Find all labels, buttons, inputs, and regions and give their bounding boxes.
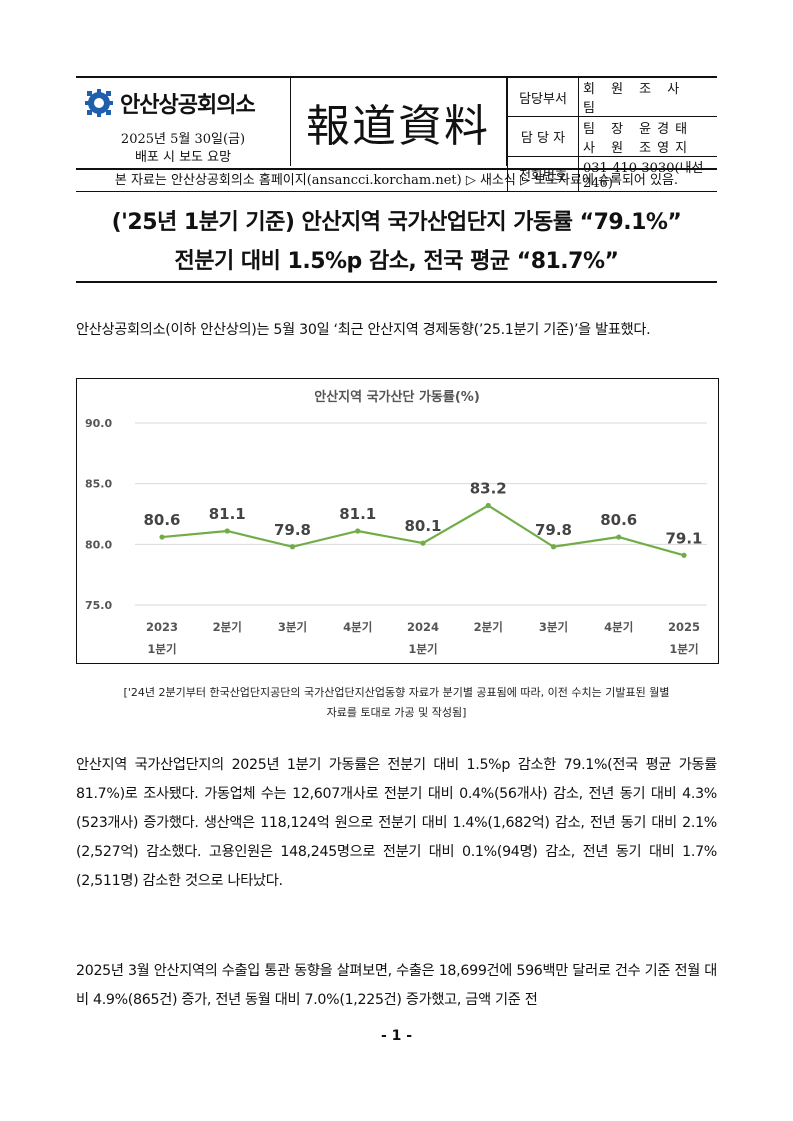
embargo-note: 배포 시 보도 요망 bbox=[134, 150, 232, 165]
utilization-chart: 안산지역 국가산단 가동률(%) 75.0 80.0 85.0 90.0 80.6 81.1… bbox=[76, 378, 719, 664]
x-tick-label: 2023 bbox=[146, 620, 178, 634]
data-point bbox=[159, 534, 165, 540]
chart-footnote: ['24년 2분기부터 한국산업단지공단의 국가산업단지산업동향 자료가 분기별… bbox=[76, 683, 717, 723]
x-tick-label: 4분기 bbox=[343, 620, 372, 634]
person-label: 담 당 자 bbox=[507, 116, 579, 157]
x-tick-label: 2025 bbox=[668, 620, 700, 634]
body-paragraph-1: 안산상공회의소(이하 안산상의)는 5월 30일 ‘최근 안산지역 경제동향(’… bbox=[76, 322, 651, 338]
data-point bbox=[224, 528, 230, 534]
press-release-title: 報道資料 bbox=[290, 78, 507, 166]
data-label: 83.2 bbox=[470, 480, 507, 498]
chart-footnote-line-2: 자료를 토대로 가공 및 작성됨] bbox=[326, 706, 467, 719]
x-tick-sublabel: 1분기 bbox=[147, 642, 176, 656]
data-point bbox=[616, 534, 622, 540]
x-tick-sublabel: 1분기 bbox=[669, 642, 698, 656]
data-point bbox=[355, 528, 361, 534]
y-tick-label: 75.0 bbox=[85, 599, 112, 612]
person-value: 팀 장 윤경태 사 원 조영지 bbox=[578, 116, 717, 157]
dept-label: 담당부서 bbox=[507, 78, 579, 117]
data-label: 81.1 bbox=[209, 505, 246, 523]
data-point bbox=[420, 540, 426, 546]
data-label: 80.6 bbox=[600, 511, 637, 529]
chamber-logo-icon bbox=[85, 89, 113, 117]
data-label: 79.8 bbox=[274, 521, 311, 539]
data-label: 79.8 bbox=[535, 521, 572, 539]
data-point bbox=[681, 552, 687, 558]
x-tick-label: 3분기 bbox=[278, 620, 307, 634]
org-name: 안산상공회의소 bbox=[120, 93, 256, 118]
utilization-chart-svg: 안산지역 국가산단 가동률(%) 75.0 80.0 85.0 90.0 80.6 81.1… bbox=[85, 389, 707, 656]
press-release-header: 안산상공회의소 2025년 5월 30일(금) 배포 시 보도 요망 報道資料 … bbox=[76, 76, 717, 191]
y-tick-label: 90.0 bbox=[85, 417, 112, 430]
body-paragraph-3: 2025년 3월 안산지역의 수출입 통관 동향을 살펴보면, 수출은 18,6… bbox=[76, 963, 717, 1008]
headline-line-2: 전분기 대비 1.5%p 감소, 전국 평균 “81.7%” bbox=[174, 249, 619, 274]
x-tick-label: 4분기 bbox=[604, 620, 633, 634]
chart-footnote-line-1: ['24년 2분기부터 한국산업단지공단의 국가산업단지산업동향 자료가 분기별… bbox=[123, 686, 670, 699]
person-line-2: 사 원 조영지 bbox=[583, 140, 694, 156]
person-line-1: 팀 장 윤경태 bbox=[583, 121, 694, 137]
headline-line-1: ('25년 1분기 기준) 안산지역 국가산업단지 가동률 “79.1%” bbox=[111, 210, 682, 235]
dept-value: 회 원 조 사 팀 bbox=[578, 78, 717, 117]
data-point bbox=[550, 544, 557, 550]
data-label: 80.1 bbox=[404, 517, 441, 535]
data-label: 79.1 bbox=[665, 529, 702, 547]
headline-divider bbox=[76, 281, 717, 283]
distribution-notice: 본 자료는 안산상공회의소 홈페이지(ansancci.korcham.net)… bbox=[114, 173, 679, 188]
data-label: 80.6 bbox=[143, 511, 180, 529]
data-point bbox=[485, 502, 491, 509]
phone-value: 031-410-3030(내선246) bbox=[578, 156, 717, 191]
data-point bbox=[289, 544, 296, 550]
organization-cell: 안산상공회의소 2025년 5월 30일(금) 배포 시 보도 요망 bbox=[76, 78, 291, 166]
notice-divider bbox=[76, 191, 717, 192]
body-paragraph-2: 안산지역 국가산업단지의 2025년 1분기 가동률은 전분기 대비 1.5%p… bbox=[76, 757, 717, 889]
y-tick-label: 80.0 bbox=[85, 538, 112, 551]
y-tick-label: 85.0 bbox=[85, 478, 112, 491]
release-date: 2025년 5월 30일(금) bbox=[120, 132, 246, 147]
x-tick-label: 2분기 bbox=[213, 620, 242, 634]
phone-label: 전화번호 bbox=[507, 156, 579, 191]
page-number: - 1 - bbox=[380, 1028, 413, 1044]
contact-table: 담당부서 회 원 조 사 팀 담 당 자 팀 장 윤경태 사 원 조영지 전화번… bbox=[507, 78, 717, 191]
x-tick-sublabel: 1분기 bbox=[408, 642, 437, 656]
data-label: 81.1 bbox=[339, 505, 376, 523]
x-tick-label: 2분기 bbox=[474, 620, 503, 634]
x-tick-label: 2024 bbox=[407, 620, 439, 634]
x-tick-label: 3분기 bbox=[539, 620, 568, 634]
chamber-logo: 안산상공회의소 bbox=[84, 84, 284, 122]
chart-title: 안산지역 국가산단 가동률(%) bbox=[314, 389, 480, 405]
